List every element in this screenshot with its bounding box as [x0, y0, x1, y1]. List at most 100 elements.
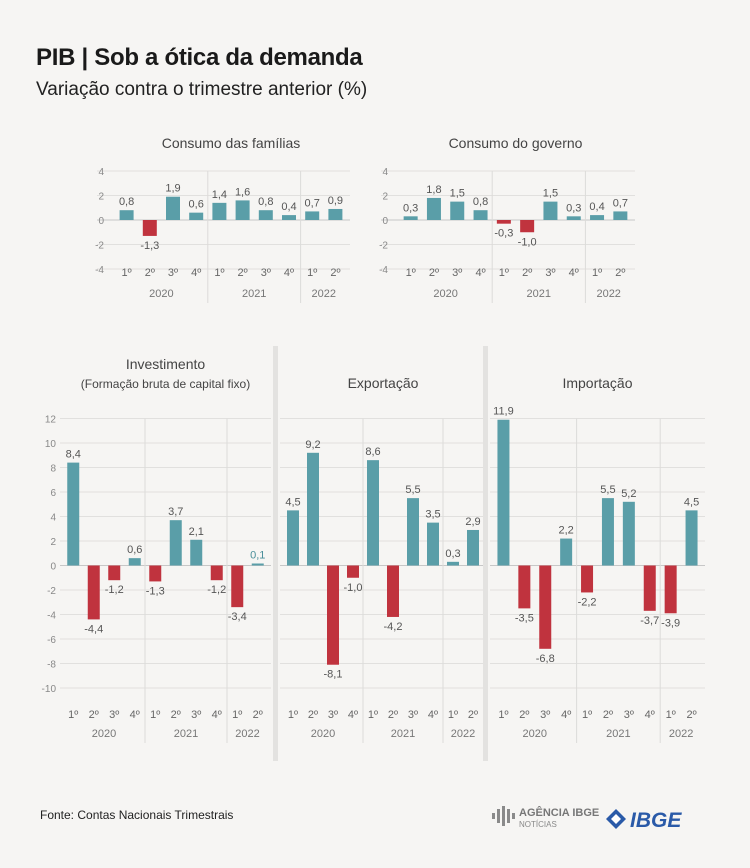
- x-tick-label: 4º: [212, 709, 222, 721]
- year-label: 2021: [242, 288, 266, 300]
- data-label: 5,5: [405, 484, 420, 496]
- x-tick-label: 1º: [368, 709, 378, 721]
- y-tick-label: 8: [50, 464, 56, 475]
- bar: [613, 211, 628, 220]
- data-label: 2,9: [465, 516, 480, 528]
- data-label: -0,3: [494, 228, 513, 240]
- bar: [622, 501, 635, 566]
- x-tick-label: 3º: [109, 709, 119, 721]
- x-tick-label: 2º: [330, 267, 340, 279]
- year-label: 2021: [606, 728, 630, 740]
- bar: [403, 216, 418, 220]
- data-label: -4,4: [84, 623, 103, 635]
- data-label: 1,4: [212, 189, 227, 201]
- chart-title: Consumo das famílias: [162, 135, 301, 151]
- year-label: 2022: [596, 288, 620, 300]
- data-label: 8,6: [365, 446, 380, 458]
- data-label: 5,5: [600, 484, 615, 496]
- y-tick-label: 4: [98, 167, 104, 178]
- page-title: PIB | Sob a ótica da demanda: [36, 44, 363, 71]
- data-label: 0,6: [189, 199, 204, 211]
- x-tick-label: 3º: [191, 709, 201, 721]
- bar: [407, 498, 419, 566]
- bar: [142, 220, 157, 236]
- data-label: -3,4: [228, 611, 247, 623]
- data-label: -2,2: [578, 596, 597, 608]
- x-tick-label: 1º: [68, 709, 78, 721]
- bar: [108, 565, 121, 581]
- x-tick-label: 1º: [448, 709, 458, 721]
- charts-canvas: 2020 2021 2022420-2-40,81º-1,32º1,93º0,64º…: [42, 135, 705, 761]
- x-tick-label: 2º: [468, 709, 478, 721]
- data-label: 5,2: [621, 488, 636, 500]
- source-note: Fonte: Contas Nacionais Trimestrais: [40, 808, 234, 822]
- bar: [287, 510, 299, 566]
- x-tick-label: 2º: [522, 267, 532, 279]
- y-tick-label: 2: [382, 192, 388, 203]
- ibge-emblem-icon: [606, 809, 626, 829]
- bar: [235, 200, 250, 220]
- x-tick-label: 2º: [308, 709, 318, 721]
- x-tick-label: 1º: [150, 709, 160, 721]
- data-label: 2,2: [559, 525, 574, 537]
- x-tick-label: 1º: [666, 709, 676, 721]
- year-label: 2020: [523, 728, 547, 740]
- bar: [566, 216, 581, 220]
- y-tick-label: 0: [98, 216, 104, 227]
- x-tick-label: 2º: [603, 709, 613, 721]
- data-label: 4,5: [684, 496, 699, 508]
- x-tick-label: 1º: [214, 267, 224, 279]
- bar: [685, 510, 698, 566]
- data-label: -3,7: [640, 615, 659, 627]
- x-tick-label: 2º: [89, 709, 99, 721]
- chart-title: Importação: [562, 375, 632, 391]
- x-tick-label: 3º: [408, 709, 418, 721]
- y-tick-label: -6: [47, 635, 56, 646]
- bar: [67, 462, 80, 566]
- year-label: 2020: [92, 728, 116, 740]
- data-label: 3,5: [425, 509, 440, 521]
- data-label: 8,4: [66, 449, 81, 461]
- data-label: -3,5: [515, 612, 534, 624]
- bar: [518, 565, 531, 609]
- bar: [367, 460, 379, 566]
- data-label: 0,7: [613, 197, 628, 209]
- x-tick-label: 3º: [624, 709, 634, 721]
- ibge-logo-text: IBGE: [630, 809, 682, 832]
- year-label: 2021: [527, 288, 551, 300]
- x-tick-label: 3º: [452, 267, 462, 279]
- x-tick-label: 2º: [253, 709, 263, 721]
- data-label: -1,2: [207, 584, 226, 596]
- x-tick-label: 3º: [261, 267, 271, 279]
- data-label: 0,9: [328, 195, 343, 207]
- x-tick-label: 1º: [406, 267, 416, 279]
- data-label: -3,9: [661, 617, 680, 629]
- data-label: 0,8: [119, 196, 134, 208]
- x-tick-label: 3º: [328, 709, 338, 721]
- bar: [307, 452, 319, 566]
- year-label: 2022: [451, 728, 475, 740]
- x-tick-label: 2º: [429, 267, 439, 279]
- bar: [387, 565, 399, 617]
- bar: [169, 520, 182, 566]
- x-tick-label: 2º: [519, 709, 529, 721]
- y-tick-label: 0: [50, 562, 56, 573]
- x-tick-label: 1º: [498, 709, 508, 721]
- y-tick-label: -2: [379, 241, 388, 252]
- x-tick-label: 1º: [122, 267, 132, 279]
- y-tick-label: -4: [47, 611, 56, 622]
- bar: [128, 558, 141, 566]
- year-label: 2022: [312, 288, 336, 300]
- x-tick-label: 2º: [615, 267, 625, 279]
- data-label: -1,3: [140, 240, 159, 252]
- bar: [210, 565, 223, 581]
- bar: [427, 522, 439, 566]
- y-tick-label: 2: [50, 537, 56, 548]
- data-label: 0,7: [305, 197, 320, 209]
- bar: [467, 529, 479, 566]
- y-tick-label: -10: [42, 684, 57, 695]
- year-label: 2021: [174, 728, 198, 740]
- y-tick-label: -2: [95, 241, 104, 252]
- x-tick-label: 4º: [348, 709, 358, 721]
- x-tick-label: 4º: [561, 709, 571, 721]
